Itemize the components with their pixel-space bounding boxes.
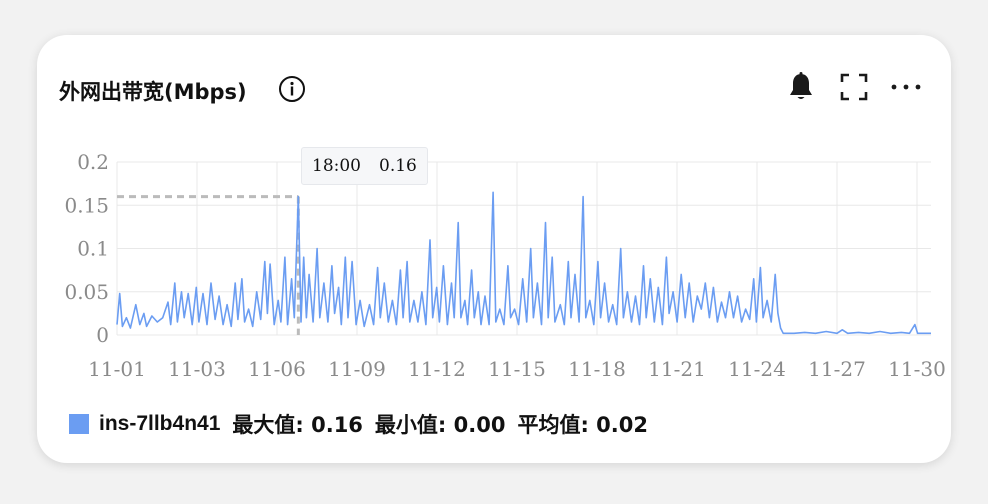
x-tick-label: 11-03 bbox=[168, 357, 226, 381]
y-tick-label: 0.05 bbox=[64, 280, 109, 304]
x-tick-label: 11-09 bbox=[328, 357, 386, 381]
chart-title: 外网出带宽(Mbps) bbox=[59, 80, 247, 104]
x-tick-label: 11-27 bbox=[808, 357, 866, 381]
legend-max: 最大值: 0.16 bbox=[232, 413, 363, 437]
legend-avg: 平均值: 0.02 bbox=[517, 413, 648, 437]
info-icon[interactable] bbox=[278, 75, 306, 103]
fullscreen-icon[interactable] bbox=[840, 73, 868, 101]
x-tick-label: 11-15 bbox=[488, 357, 546, 381]
legend-swatch[interactable] bbox=[69, 414, 89, 434]
x-tick-label: 11-21 bbox=[648, 357, 706, 381]
x-tick-label: 11-06 bbox=[248, 357, 306, 381]
x-tick-label: 11-18 bbox=[568, 357, 626, 381]
y-tick-label: 0.15 bbox=[64, 193, 109, 217]
y-tick-label: 0.1 bbox=[77, 237, 109, 261]
y-tick-label: 0.2 bbox=[77, 150, 109, 174]
x-tick-label: 11-30 bbox=[888, 357, 946, 381]
tooltip-time: 18:00 bbox=[312, 156, 361, 176]
x-tick-label: 11-01 bbox=[88, 357, 146, 381]
chart-legend: ins-7llb4n41 最大值: 0.16 最小值: 0.00 平均值: 0.… bbox=[69, 409, 660, 439]
bell-icon[interactable] bbox=[786, 71, 816, 103]
more-icon[interactable] bbox=[888, 75, 924, 99]
line-chart[interactable]: 0 0.05 0.1 0.15 0.2 11-01 11-03 11-06 11-09 11-12… bbox=[37, 35, 951, 463]
series-line bbox=[116, 191, 931, 335]
legend-series-name[interactable]: ins-7llb4n41 bbox=[99, 412, 221, 435]
legend-min: 最小值: 0.00 bbox=[374, 413, 506, 437]
y-tick-label: 0 bbox=[96, 323, 109, 347]
x-tick-label: 11-12 bbox=[408, 357, 466, 381]
tooltip-value: 0.16 bbox=[379, 156, 417, 176]
chart-card: 外网出带宽(Mbps) 0 0.05 0.1 0.15 0.2 11-01 11-03 11-… bbox=[37, 35, 951, 463]
chart-tooltip: 18:00 0.16 bbox=[301, 147, 428, 185]
x-tick-label: 11-24 bbox=[728, 357, 786, 381]
